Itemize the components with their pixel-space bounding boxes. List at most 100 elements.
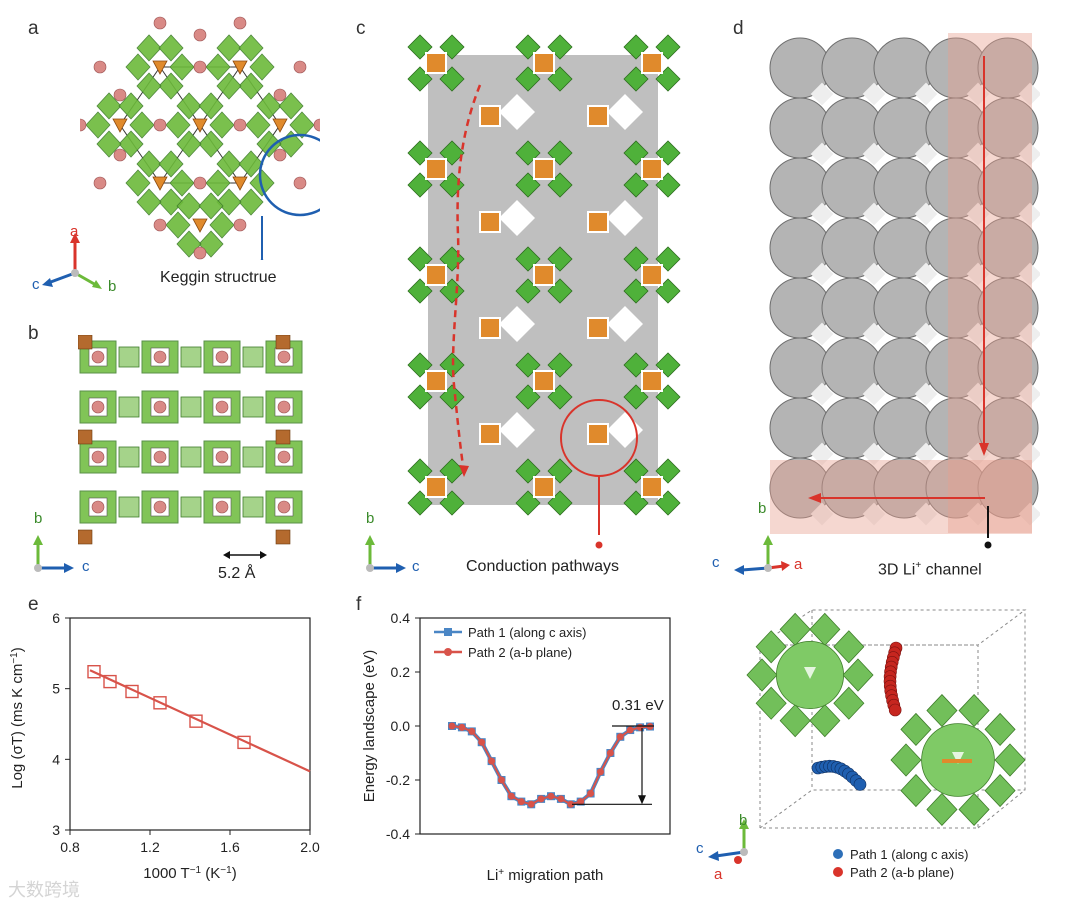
chart-e-point bbox=[153, 696, 167, 710]
center-site bbox=[479, 211, 501, 233]
li-site bbox=[215, 450, 229, 464]
chart-e-point bbox=[125, 684, 139, 699]
li-site bbox=[153, 450, 167, 464]
li-site bbox=[215, 400, 229, 414]
chart-f-point bbox=[488, 757, 496, 765]
chart-e-ytick: 3 bbox=[52, 822, 60, 838]
chart-f-point bbox=[606, 749, 614, 757]
axes-triad-g bbox=[708, 819, 749, 864]
center-site bbox=[641, 476, 663, 498]
li-site bbox=[277, 350, 291, 364]
keggin-center bbox=[152, 60, 168, 75]
li-site bbox=[233, 118, 247, 132]
axes-triad-a bbox=[42, 233, 102, 289]
energy-chart: Energy landscape (eV) 0.40.20.0-0.2-0.4 … bbox=[361, 610, 671, 885]
chart-e-fit-line bbox=[89, 669, 311, 773]
chart-f-point bbox=[557, 795, 565, 803]
chart-f-legend: Path 1 (along c axis) Path 2 (a-b plane) bbox=[434, 625, 587, 660]
chart-f-ytick: 0.4 bbox=[391, 610, 411, 626]
keggin-center bbox=[272, 118, 288, 133]
center-site bbox=[641, 158, 663, 180]
chart-e-xlabel: 1000 T−1 (K−1) bbox=[143, 865, 236, 883]
li-site bbox=[93, 176, 107, 190]
center-site bbox=[425, 52, 447, 74]
li-site bbox=[277, 400, 291, 414]
chart-f-point bbox=[616, 733, 624, 741]
center-site bbox=[641, 264, 663, 286]
chart-f-point bbox=[567, 800, 575, 808]
channel-caption: 3D Li+ channel bbox=[878, 560, 982, 579]
axes-triad-d bbox=[734, 535, 790, 575]
li-site bbox=[215, 350, 229, 364]
axes-triad-b bbox=[33, 535, 74, 573]
center-site bbox=[479, 423, 501, 445]
chart-e-frame bbox=[69, 617, 311, 831]
chart-f-ytick: 0.0 bbox=[391, 718, 411, 734]
keggin-highlight bbox=[258, 133, 320, 217]
panel-label-a: a bbox=[28, 18, 39, 39]
panel-label-c: c bbox=[356, 18, 366, 39]
chart-e-ylabel: Log (σT) (ms K cm−1) bbox=[9, 647, 27, 789]
li-site bbox=[233, 16, 247, 30]
center-site bbox=[425, 370, 447, 392]
chart-f-point bbox=[587, 790, 595, 797]
chart-f-point bbox=[458, 723, 466, 731]
measure-arrow bbox=[223, 551, 267, 559]
center-site bbox=[533, 476, 555, 498]
center-site bbox=[533, 370, 555, 392]
chart-f-point bbox=[507, 792, 515, 800]
chart-e-point bbox=[189, 714, 203, 728]
chart-e-xtick: 1.6 bbox=[220, 839, 240, 855]
li-site bbox=[277, 450, 291, 464]
chart-e-point bbox=[87, 665, 101, 679]
li-site bbox=[153, 218, 167, 232]
li-site bbox=[80, 118, 87, 132]
migration-3d-figure: Path 1 (along c axis) Path 2 (a-b plane) bbox=[746, 609, 1027, 880]
chart-f-point bbox=[597, 768, 604, 776]
center-site bbox=[587, 211, 609, 233]
center-site bbox=[533, 52, 555, 74]
axis-label-c: c bbox=[32, 276, 40, 293]
chart-f-xlabel: Li+ migration path bbox=[487, 867, 604, 885]
center-site bbox=[587, 317, 609, 339]
chart-f-point bbox=[547, 792, 555, 800]
center-site bbox=[425, 476, 447, 498]
axis-label-b-up: b bbox=[34, 510, 43, 527]
li-site bbox=[153, 16, 167, 30]
keggin-center bbox=[112, 118, 128, 133]
li-site bbox=[313, 118, 320, 132]
li-site bbox=[193, 246, 207, 260]
li-site bbox=[153, 118, 167, 132]
li-site bbox=[273, 88, 287, 102]
chart-e-point bbox=[103, 674, 117, 689]
channel-figure bbox=[769, 33, 1040, 538]
channel-pointer-dot bbox=[984, 541, 992, 549]
center-site bbox=[641, 52, 663, 74]
center-site bbox=[641, 370, 663, 392]
center-site bbox=[425, 264, 447, 286]
axis-label-c-right: c bbox=[412, 558, 420, 575]
chart-f-point bbox=[527, 800, 535, 808]
li-site bbox=[153, 350, 167, 364]
conduction-figure bbox=[407, 34, 681, 535]
li-site bbox=[193, 176, 207, 190]
path-2-atom bbox=[888, 703, 902, 717]
li-site bbox=[153, 400, 167, 414]
energy-annotation: 0.31 eV bbox=[612, 697, 664, 714]
watermark: 大数跨境 bbox=[8, 880, 80, 900]
axis-label-d-right: a bbox=[794, 556, 803, 573]
center-site bbox=[533, 158, 555, 180]
legend-g-path-2: Path 2 (a-b plane) bbox=[850, 865, 954, 880]
li-site bbox=[91, 400, 105, 414]
measure-label: 5.2 Å bbox=[218, 565, 256, 582]
axis-label-b-right: c bbox=[82, 558, 90, 575]
keggin-caption: Keggin structrue bbox=[160, 269, 277, 286]
panel-label-f: f bbox=[356, 594, 362, 615]
panel-label-d: d bbox=[733, 18, 744, 39]
chart-f-point bbox=[537, 795, 545, 803]
legend-path-1: Path 1 (along c axis) bbox=[468, 625, 587, 640]
chart-f-point bbox=[448, 722, 456, 730]
chart-e-ytick: 4 bbox=[52, 751, 60, 767]
li-site bbox=[193, 28, 207, 42]
axis-label-a: a bbox=[70, 223, 79, 240]
